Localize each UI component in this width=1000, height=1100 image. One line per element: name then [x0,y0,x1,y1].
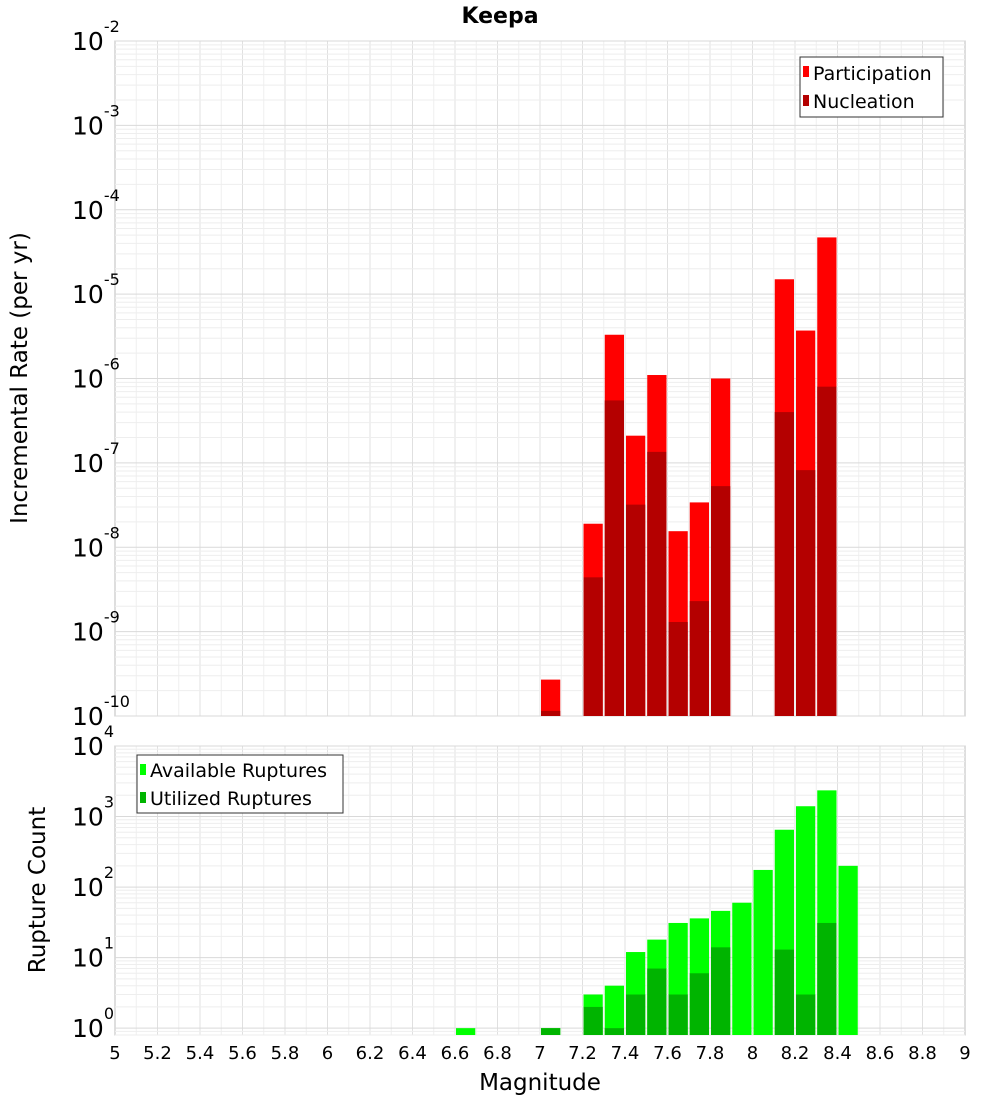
count-bar-utilized-ruptures [541,1028,561,1035]
count-bar-utilized-ruptures [668,994,688,1035]
x-tick-label: 7.6 [653,1043,682,1064]
x-tick-label: 5 [109,1043,120,1064]
x-axis-label: Magnitude [479,1070,601,1096]
rate-y-tick-label: 10-4 [72,186,120,225]
rate-bar-nucleation [583,577,603,716]
rate-bar-nucleation [626,504,646,716]
x-tick-label: 6.4 [398,1043,427,1064]
rate-legend-box [799,56,944,118]
count-bar-utilized-ruptures [583,1006,603,1035]
count-bar-utilized-ruptures [774,949,794,1035]
count-legend-box [136,754,344,814]
x-tick-label: 7.8 [696,1043,725,1064]
x-tick-label: 5.4 [186,1043,215,1064]
rate-bar-nucleation [817,386,837,716]
rate-bar-nucleation [604,400,624,716]
rate-bar-nucleation [689,601,709,716]
x-tick-label: 6.8 [483,1043,512,1064]
rate-panel: 10-10 10-9 10-8 10-7 10-6 10-5 10-4 10-3 10-2 In… [7,17,966,731]
count-bar-available-ruptures [732,902,752,1035]
rate-grid [115,40,965,717]
x-tick-label: 5.6 [228,1043,257,1064]
x-tick-label: 8 [747,1043,758,1064]
rate-y-ticks: 10-10 10-9 10-8 10-7 10-6 10-5 10-4 10-3 10-2 [72,17,130,731]
count-bar-utilized-ruptures [711,947,731,1035]
count-bar-utilized-ruptures [796,994,816,1035]
x-tick-label: 5.8 [271,1043,300,1064]
count-bar-available-ruptures [838,865,858,1035]
count-panel: 100 101 102 103 104 5 5.2 5.4 5.6 5.8 6 6.2 6.4 6.6 6… [25,722,971,1096]
participation-legend-swatch [803,66,809,77]
rate-y-tick-label: 10-5 [72,270,120,309]
x-tick-label: 9 [959,1043,970,1064]
x-tick-label: 7.2 [568,1043,597,1064]
x-tick-label: 6.2 [356,1043,385,1064]
x-tick-label: 8.8 [908,1043,937,1064]
x-tick-label: 7.4 [611,1043,640,1064]
count-y-tick-label: 100 [72,1004,114,1043]
rate-bar-nucleation [796,470,816,716]
x-tick-label: 6 [322,1043,333,1064]
chart-title: Keepa [461,4,538,29]
rate-bar-nucleation [668,622,688,716]
rate-y-tick-label: 10-8 [72,523,120,562]
rate-bars [541,237,837,716]
count-y-tick-label: 102 [72,863,114,902]
rate-y-tick-label: 10-10 [72,692,130,731]
rate-y-tick-label: 10-9 [72,608,120,647]
count-bar-utilized-ruptures [604,1028,624,1035]
count-bar-utilized-ruptures [689,973,709,1035]
available-legend-swatch [140,764,146,775]
rate-bar-participation [541,679,561,716]
x-tick-label: 5.2 [143,1043,172,1064]
available-legend-label: Available Ruptures [150,760,327,782]
count-y-tick-label: 101 [72,934,114,973]
rate-y-axis-label: Incremental Rate (per yr) [7,232,33,524]
count-bar-utilized-ruptures [626,994,646,1035]
count-y-tick-label: 104 [72,722,114,761]
rate-bar-nucleation [711,486,731,716]
x-tick-label: 8.2 [781,1043,810,1064]
rate-y-tick-label: 10-6 [72,355,120,394]
count-bar-available-ruptures [753,869,773,1035]
nucleation-legend-swatch [803,95,809,106]
count-bar-utilized-ruptures [817,922,837,1035]
rate-legend: Participation Nucleation [799,56,944,118]
x-tick-label: 6.6 [441,1043,470,1064]
count-bars [456,790,858,1035]
count-bar-utilized-ruptures [647,968,667,1035]
count-legend: Available Ruptures Utilized Ruptures [136,754,344,814]
count-bar-available-ruptures [456,1028,476,1035]
rate-bar-nucleation [774,412,794,716]
rate-y-tick-label: 10-7 [72,439,120,478]
rate-y-tick-label: 10-3 [72,101,120,140]
utilized-legend-swatch [140,792,146,803]
nucleation-legend-label: Nucleation [813,91,915,113]
rate-y-tick-label: 10-2 [72,17,120,56]
count-bar-available-ruptures [796,806,816,1035]
rate-bar-nucleation [541,710,561,716]
count-y-axis-label: Rupture Count [25,807,51,973]
participation-legend-label: Participation [813,63,932,85]
count-y-tick-label: 103 [72,793,114,832]
x-tick-label: 8.6 [866,1043,895,1064]
x-ticks: 5 5.2 5.4 5.6 5.8 6 6.2 6.4 6.6 6.8 7 7.2 7.4 7.6 7.8 8… [109,1043,970,1064]
count-bar-available-ruptures [604,985,624,1035]
count-y-ticks: 100 101 102 103 104 [72,722,114,1043]
x-tick-label: 7 [534,1043,545,1064]
x-tick-label: 8.4 [823,1043,852,1064]
utilized-legend-label: Utilized Ruptures [150,788,312,810]
rate-bar-nucleation [647,451,667,716]
